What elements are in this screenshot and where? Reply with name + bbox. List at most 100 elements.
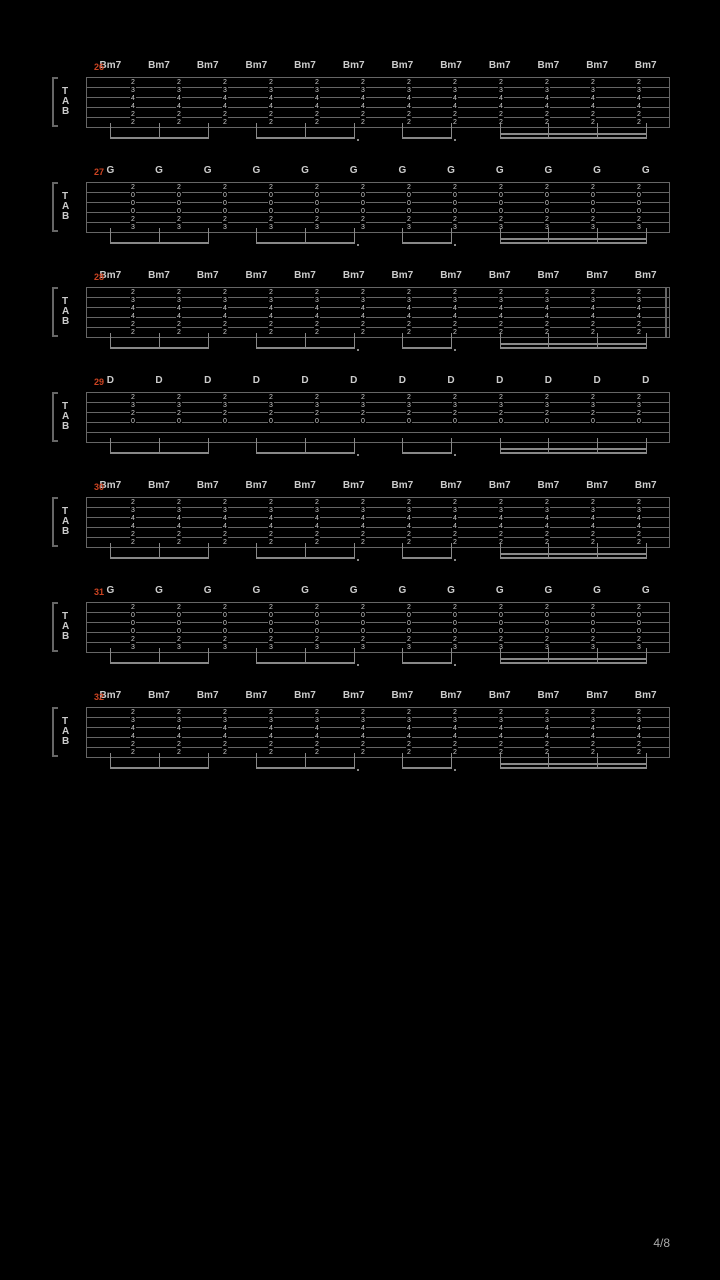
beam-line bbox=[256, 767, 353, 769]
fret-number: 4 bbox=[268, 94, 274, 102]
fret-number: 4 bbox=[222, 94, 228, 102]
fret-number: 2 bbox=[360, 538, 366, 546]
fret-number: 3 bbox=[406, 506, 412, 514]
fret-number bbox=[500, 425, 502, 433]
fret-number: 2 bbox=[406, 748, 412, 756]
fret-number: 2 bbox=[130, 740, 136, 748]
rhythm-dot bbox=[454, 139, 456, 141]
fret-number: 2 bbox=[268, 409, 274, 417]
fret-number: 3 bbox=[360, 86, 366, 94]
fret-number: 2 bbox=[498, 409, 504, 417]
fret-number: 3 bbox=[222, 716, 228, 724]
beam-line bbox=[256, 557, 353, 559]
clef-text: TAB bbox=[62, 612, 68, 642]
rhythm-dot bbox=[357, 664, 359, 666]
fret-number: 0 bbox=[544, 199, 550, 207]
staff: 2344222344222344222344222344222344222344… bbox=[86, 497, 670, 547]
chord-label: Bm7 bbox=[475, 270, 524, 281]
measure-number: 30 bbox=[94, 482, 104, 492]
chord-label: G bbox=[524, 585, 573, 596]
note-column: 234422 bbox=[202, 707, 248, 757]
fret-number: 2 bbox=[636, 215, 642, 223]
fret-number: 4 bbox=[544, 732, 550, 740]
fret-number bbox=[546, 425, 548, 433]
note-column: 234422 bbox=[478, 287, 524, 337]
fret-number: 0 bbox=[360, 207, 366, 215]
fret-number: 2 bbox=[498, 215, 504, 223]
fret-number: 3 bbox=[498, 506, 504, 514]
fret-number: 4 bbox=[314, 102, 320, 110]
fret-number: 2 bbox=[360, 320, 366, 328]
fret-number: 0 bbox=[130, 627, 136, 635]
beam-line bbox=[500, 242, 646, 244]
fret-number: 2 bbox=[452, 110, 458, 118]
fret-number: 3 bbox=[130, 506, 136, 514]
note-column: 234422 bbox=[616, 707, 662, 757]
measure-number: 27 bbox=[94, 167, 104, 177]
fret-number: 2 bbox=[636, 118, 642, 126]
fret-number: 4 bbox=[268, 304, 274, 312]
note-column: 2320 bbox=[294, 392, 340, 442]
note-stem bbox=[646, 123, 647, 139]
beam-row bbox=[86, 232, 670, 248]
note-stem bbox=[451, 228, 452, 244]
fret-number: 0 bbox=[544, 627, 550, 635]
fret-number: 2 bbox=[360, 748, 366, 756]
fret-number: 3 bbox=[544, 401, 550, 409]
clef-bracket bbox=[52, 392, 58, 442]
note-column: 234422 bbox=[524, 77, 570, 127]
chord-label: Bm7 bbox=[183, 60, 232, 71]
fret-number: 2 bbox=[268, 288, 274, 296]
note-column: 200023 bbox=[616, 602, 662, 652]
beam-line bbox=[500, 452, 646, 454]
chord-label: Bm7 bbox=[427, 480, 476, 491]
fret-number: 2 bbox=[130, 118, 136, 126]
fret-number: 3 bbox=[406, 86, 412, 94]
chord-label: Bm7 bbox=[475, 480, 524, 491]
fret-number: 2 bbox=[590, 530, 596, 538]
fret-number: 4 bbox=[406, 304, 412, 312]
fret-number: 4 bbox=[130, 732, 136, 740]
fret-number: 2 bbox=[636, 78, 642, 86]
rhythm-dot bbox=[454, 244, 456, 246]
fret-number: 4 bbox=[314, 312, 320, 320]
fret-number: 2 bbox=[176, 328, 182, 336]
note-column: 200023 bbox=[386, 182, 432, 232]
fret-number: 0 bbox=[590, 199, 596, 207]
fret-number: 4 bbox=[176, 724, 182, 732]
fret-number: 2 bbox=[544, 409, 550, 417]
beam-line bbox=[402, 347, 451, 349]
note-column: 234422 bbox=[432, 497, 478, 547]
fret-number: 0 bbox=[636, 199, 642, 207]
note-stem bbox=[354, 228, 355, 244]
beam-line-secondary bbox=[500, 343, 646, 345]
fret-number: 3 bbox=[636, 86, 642, 94]
fret-number: 2 bbox=[590, 118, 596, 126]
fret-number: 2 bbox=[452, 393, 458, 401]
fret-number: 3 bbox=[544, 86, 550, 94]
note-stem bbox=[208, 333, 209, 349]
fret-number: 4 bbox=[452, 724, 458, 732]
fret-number: 2 bbox=[544, 393, 550, 401]
note-column: 200023 bbox=[294, 182, 340, 232]
fret-number: 3 bbox=[176, 401, 182, 409]
fret-number: 2 bbox=[222, 328, 228, 336]
chord-label: G bbox=[427, 165, 476, 176]
barline-start bbox=[86, 602, 87, 652]
fret-number: 3 bbox=[268, 716, 274, 724]
chord-label: G bbox=[183, 165, 232, 176]
fret-number: 2 bbox=[406, 110, 412, 118]
fret-number: 0 bbox=[222, 191, 228, 199]
note-column: 234422 bbox=[110, 287, 156, 337]
fret-number: 4 bbox=[130, 724, 136, 732]
fret-number: 2 bbox=[590, 288, 596, 296]
fret-number: 3 bbox=[544, 506, 550, 514]
note-stem bbox=[354, 333, 355, 349]
chord-labels: Bm7Bm7Bm7Bm7Bm7Bm7Bm7Bm7Bm7Bm7Bm7Bm7 bbox=[50, 60, 670, 71]
page-number: 4/8 bbox=[653, 1236, 670, 1250]
fret-number: 2 bbox=[314, 118, 320, 126]
fret-number: 0 bbox=[406, 611, 412, 619]
note-stem bbox=[208, 123, 209, 139]
note-column: 234422 bbox=[340, 287, 386, 337]
fret-number: 2 bbox=[590, 328, 596, 336]
